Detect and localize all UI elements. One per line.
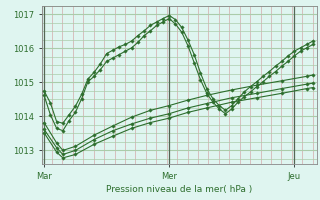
X-axis label: Pression niveau de la mer( hPa ): Pression niveau de la mer( hPa )	[106, 185, 252, 194]
